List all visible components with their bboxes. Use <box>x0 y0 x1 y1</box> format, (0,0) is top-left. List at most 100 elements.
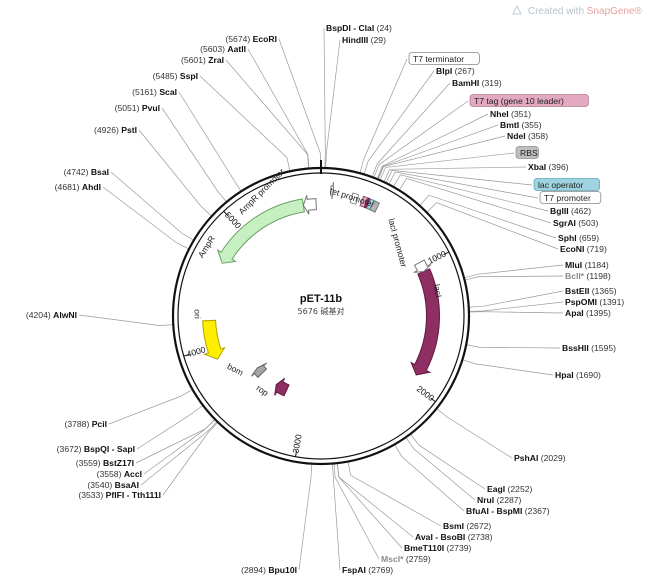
feature-ampr-promoter <box>302 195 317 215</box>
site-leader-line <box>437 408 513 459</box>
feature-label-bom: bom <box>226 361 245 378</box>
feature-label-tet-promoter: tet promoter <box>329 185 376 209</box>
site-leader-line <box>465 275 564 281</box>
site-leader-line <box>333 464 380 560</box>
feature-ampr <box>216 198 305 264</box>
restriction-site-label: (5601) ZraI <box>181 55 224 65</box>
annotation-box <box>533 178 600 191</box>
site-leader-line <box>161 107 227 202</box>
restriction-site-label: BfuAI - BspMI (2367) <box>466 506 550 516</box>
site-leader-line <box>469 290 564 308</box>
restriction-site-label: NruI (2287) <box>477 495 522 505</box>
restriction-site-label: (3558) AccI <box>97 469 142 479</box>
restriction-site-label: (4204) AlwNI <box>26 310 77 320</box>
feature-label-ori: ori <box>193 309 203 319</box>
restriction-site-label: BglII (462) <box>550 206 591 216</box>
watermark-prefix: Created with <box>527 6 585 17</box>
site-leader-line <box>337 464 414 538</box>
site-leader-line <box>162 422 218 496</box>
site-leader-line <box>332 464 341 571</box>
site-leader-lines <box>78 27 564 571</box>
annotation-leader-line <box>380 152 515 180</box>
feature-rop <box>274 377 290 397</box>
annotation-leader-line <box>388 171 539 199</box>
annotation-label: lac operator <box>538 180 584 190</box>
restriction-site-label: BsmI (2672) <box>443 521 491 531</box>
site-leader-line <box>394 445 465 512</box>
restriction-site-label: BclI* (1198) <box>565 271 611 281</box>
feature-label-rop: rop <box>254 383 270 398</box>
site-leader-line <box>178 91 241 191</box>
site-leader-line <box>199 75 291 171</box>
tick-mark <box>430 397 436 403</box>
site-leader-line <box>323 27 326 168</box>
annotation-box <box>515 146 539 159</box>
site-leader-line <box>336 464 403 549</box>
annotation-leader-line <box>386 170 533 186</box>
restriction-site-label: BspDI - ClaI (24) <box>326 23 392 33</box>
tick-mark <box>183 353 190 357</box>
restriction-site-label: (3559) BstZ17I <box>76 458 134 468</box>
feature-label-laci-promoter: lacI promoter <box>386 217 409 268</box>
site-leader-line <box>377 113 489 179</box>
site-leader-line <box>469 311 564 314</box>
site-leader-line <box>78 314 173 326</box>
backbone-outer <box>171 166 471 466</box>
restriction-site-label: (4742) BsaI <box>64 167 109 177</box>
restriction-site-label: FspAI (2769) <box>342 565 393 575</box>
snapgene-watermark: Created with SnapGene® <box>512 5 642 17</box>
site-leader-line <box>378 135 506 179</box>
mcs-feature-box <box>369 200 380 213</box>
restriction-site-label: (5051) PvuI <box>115 103 160 113</box>
restriction-site-label: MluI (1184) <box>565 260 609 270</box>
site-leader-line <box>467 344 561 349</box>
restriction-site-label: BstEII (1365) <box>565 286 617 296</box>
site-leader-line <box>469 301 564 312</box>
restriction-site-label: (5674) EcoRI <box>225 34 277 44</box>
restriction-site-label: BssHII (1595) <box>562 343 616 353</box>
annotation-boxes: T7 terminator T7 tag (gene 10 leader) RBS l… <box>408 52 602 204</box>
plasmid-name: pET-11b <box>300 293 342 305</box>
restriction-site-label: (3540) BsaAI <box>87 480 139 490</box>
watermark-brand: SnapGene <box>586 6 635 17</box>
backbone-inner <box>177 172 465 460</box>
site-leader-line <box>393 174 549 212</box>
site-leader-line <box>372 82 451 177</box>
restriction-site-label: EagI (2252) <box>487 484 533 494</box>
restriction-site-label: AvaI - BsoBI (2738) <box>415 532 493 542</box>
annotation-box <box>408 52 480 65</box>
feature-tet-promoter <box>329 182 335 200</box>
annotation-label: RBS <box>520 148 538 158</box>
site-leader-line <box>247 48 310 168</box>
site-leader-line <box>364 70 435 174</box>
tick-mark <box>443 251 450 256</box>
feature-laci-promoter <box>413 259 432 273</box>
restriction-site-label: (5485) SspI <box>153 71 198 81</box>
site-leader-line <box>110 171 194 241</box>
site-leader-line <box>464 264 564 279</box>
restriction-site-label: (5603) AatII <box>200 44 246 54</box>
feature-ori <box>202 319 226 360</box>
tick-label: 3000 <box>290 433 303 454</box>
plasmid-size: 5676 碱基对 <box>298 306 345 316</box>
site-leader-line <box>463 359 554 376</box>
annotation-leader-line <box>359 58 408 173</box>
restriction-site-label: XbaI (396) <box>528 162 569 172</box>
site-leader-line <box>325 39 341 168</box>
restriction-site-label: (5161) ScaI <box>132 87 177 97</box>
plasmid-center-info: pET-11b 5676 碱基对 <box>298 293 345 316</box>
restriction-site-label: SgrAI (503) <box>553 218 599 228</box>
annotation-label: T7 promoter <box>544 193 591 203</box>
feature-bom <box>251 362 268 379</box>
tick-label: 1000 <box>426 248 448 266</box>
tick-mark <box>223 210 229 216</box>
mcs-feature-box <box>349 192 360 205</box>
restriction-site-label: HpaI (1690) <box>555 370 601 380</box>
restriction-site-label: (3533) PflFI - Tth111I <box>78 490 161 500</box>
restriction-site-labels: BspDI - ClaI (24) HindIII (29) BlpI (267) B… <box>26 23 624 575</box>
restriction-site-label: (4681) AhdI <box>55 182 101 192</box>
annotation-box <box>539 191 602 204</box>
site-leader-line <box>138 129 212 216</box>
